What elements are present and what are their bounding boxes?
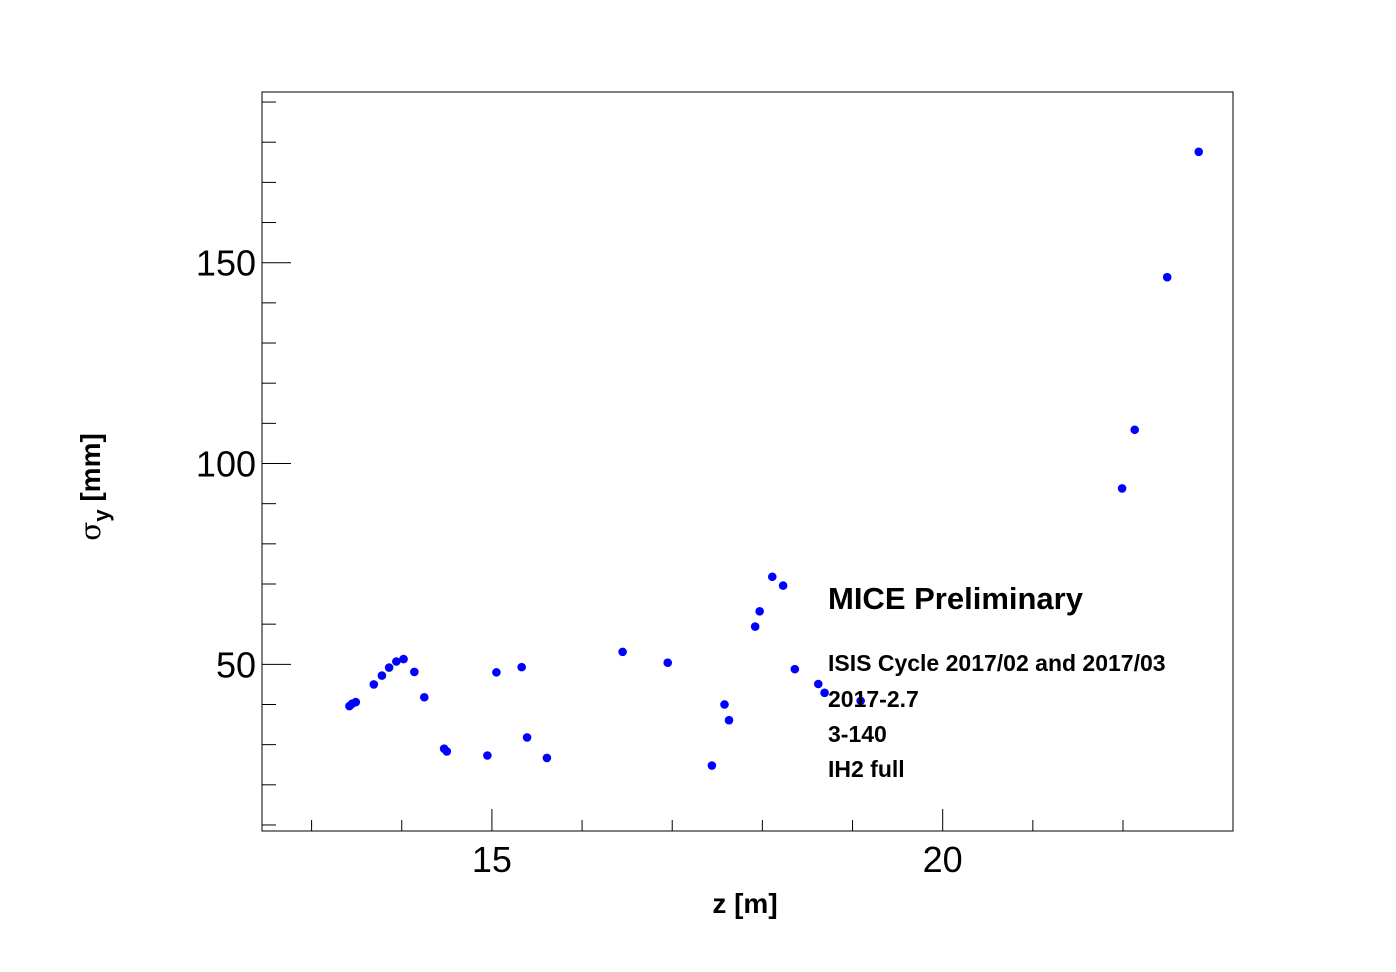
x-tick-label: 20 — [923, 839, 963, 880]
data-point — [492, 668, 501, 677]
data-point — [778, 581, 788, 590]
data-points — [345, 147, 1204, 770]
data-point — [419, 692, 429, 702]
data-point — [442, 747, 452, 756]
data-point — [663, 658, 673, 668]
data-point — [384, 663, 394, 672]
data-point — [820, 688, 829, 698]
data-point — [399, 654, 408, 664]
data-point — [392, 657, 401, 666]
data-point — [813, 679, 823, 689]
data-point — [1194, 147, 1204, 157]
y-axis-title: σy [mm] — [74, 433, 114, 541]
plot-frame — [261, 91, 1234, 832]
data-point — [1130, 425, 1140, 435]
data-point — [1117, 484, 1127, 493]
data-point — [522, 733, 532, 742]
data-point — [377, 671, 387, 680]
y-tick-label: 100 — [196, 444, 256, 485]
y-tick-label: 150 — [196, 243, 256, 284]
annotation-mice-preliminary: MICE Preliminary — [828, 581, 1084, 616]
y-axis-sigma: σ — [74, 522, 107, 541]
y-axis-subscript: y — [89, 509, 114, 522]
y-axis-unit: [mm] — [75, 433, 106, 509]
data-point — [755, 607, 764, 616]
data-point — [483, 751, 492, 760]
data-point — [856, 696, 865, 706]
y-tick-label: 50 — [216, 644, 256, 685]
data-point — [1162, 272, 1172, 282]
data-point — [767, 572, 777, 582]
axis-ticks — [262, 101, 1124, 831]
x-tick-label: 15 — [472, 839, 512, 880]
data-point — [542, 753, 552, 763]
annotation-absorber: IH2 full — [828, 756, 905, 782]
annotation-isis-cycle: ISIS Cycle 2017/02 and 2017/03 — [828, 650, 1166, 676]
data-point — [517, 662, 526, 672]
data-point — [410, 667, 419, 677]
data-point — [790, 664, 800, 674]
data-point — [351, 697, 361, 707]
annotation-setting: 2017-2.7 — [828, 686, 919, 712]
data-point — [720, 700, 729, 709]
data-point — [724, 715, 734, 725]
data-point — [707, 761, 717, 770]
data-point — [750, 622, 760, 631]
annotation-run: 3-140 — [828, 721, 887, 747]
data-point — [369, 680, 379, 689]
x-axis-title: z [m] — [712, 888, 777, 919]
data-point — [618, 647, 627, 657]
tick-labels: 15 20 50 100 150 — [196, 243, 963, 880]
